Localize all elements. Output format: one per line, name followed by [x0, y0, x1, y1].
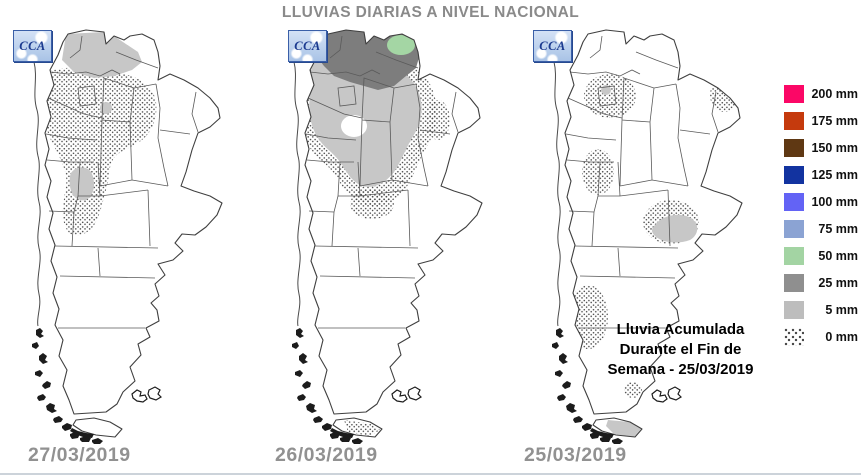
rainfall-overlay: [45, 32, 157, 236]
cca-logo: CCA: [288, 30, 327, 62]
legend-color-swatch: [784, 328, 804, 346]
legend-label: 25 mm: [818, 276, 858, 290]
cca-logo-text: CCA: [19, 38, 46, 53]
legend-label: 5 mm: [825, 303, 858, 317]
legend-item: 150 mm: [784, 138, 858, 158]
cca-logo: CCA: [13, 30, 52, 62]
legend-item: 100 mm: [784, 192, 858, 212]
legend-color-swatch: [784, 247, 804, 265]
legend-label: 0 mm: [825, 330, 858, 344]
cca-logo-text: CCA: [539, 38, 566, 53]
map-panel-2019-03-27: CCA 27/03/2019: [8, 28, 260, 475]
legend-label: 200 mm: [811, 87, 858, 101]
legend-item: 125 mm: [784, 165, 858, 185]
legend-color-swatch: [784, 193, 804, 211]
rainfall-legend: 200 mm 175 mm 150 mm 125 mm 100 mm 75 mm…: [784, 84, 858, 354]
bottom-divider: [0, 473, 861, 475]
legend-color-swatch: [784, 112, 804, 130]
cca-logo: CCA: [533, 30, 572, 62]
rainfall-overlay: [568, 74, 738, 437]
legend-label: 50 mm: [818, 249, 858, 263]
page-title: LLUVIAS DIARIAS A NIVEL NACIONAL: [281, 4, 580, 21]
weekend-accumulation-note: Lluvia Acumulada Durante el Fin de Seman…: [607, 321, 754, 378]
legend-item: 200 mm: [784, 84, 858, 104]
legend-color-swatch: [784, 274, 804, 292]
legend-color-swatch: [784, 85, 804, 103]
legend-label: 175 mm: [811, 114, 858, 128]
legend-item: 50 mm: [784, 246, 858, 266]
cca-logo-text: CCA: [294, 38, 321, 53]
argentina-map: [291, 29, 483, 445]
legend-label: 75 mm: [818, 222, 858, 236]
legend-color-swatch: [784, 301, 804, 319]
legend-item: 75 mm: [784, 219, 858, 239]
legend-item: 25 mm: [784, 273, 858, 293]
legend-label: 125 mm: [811, 168, 858, 182]
legend-item: 5 mm: [784, 300, 858, 320]
legend-color-swatch: [784, 220, 804, 238]
map-panel-2019-03-25: CCA Lluvia Acumulada Durante el Fin de S…: [524, 28, 780, 475]
legend-label: 150 mm: [811, 141, 858, 155]
map-date-label: 26/03/2019: [275, 444, 378, 466]
legend-item: 0 mm: [784, 327, 858, 347]
legend-item: 175 mm: [784, 111, 858, 131]
map-panel-2019-03-26: CCA 26/03/2019: [268, 28, 520, 475]
map-date-label: 25/03/2019: [524, 444, 627, 466]
argentina-map: [31, 29, 223, 445]
legend-color-swatch: [784, 139, 804, 157]
legend-color-swatch: [784, 166, 804, 184]
map-date-label: 27/03/2019: [28, 444, 131, 466]
argentina-map: [551, 29, 743, 445]
legend-label: 100 mm: [811, 195, 858, 209]
